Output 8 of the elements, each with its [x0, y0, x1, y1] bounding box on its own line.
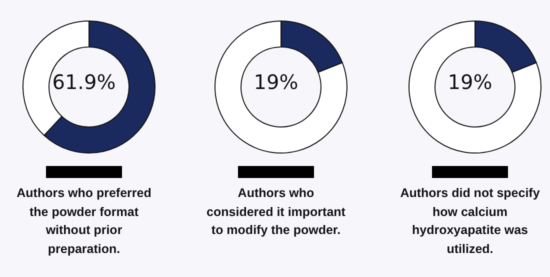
text: 61.9% — [52, 70, 116, 94]
text: Authors who preferred the powder format without prior preparation. — [16, 185, 152, 258]
donut-slice — [214, 20, 348, 154]
text: 19% — [254, 70, 298, 94]
text: Authors who considered it important to modify the powder. — [206, 185, 346, 239]
text: Authors did not specify how calcium hydroxyapatite was utilized. — [399, 185, 541, 258]
text: 19% — [448, 70, 492, 94]
donut-slice — [408, 20, 542, 154]
